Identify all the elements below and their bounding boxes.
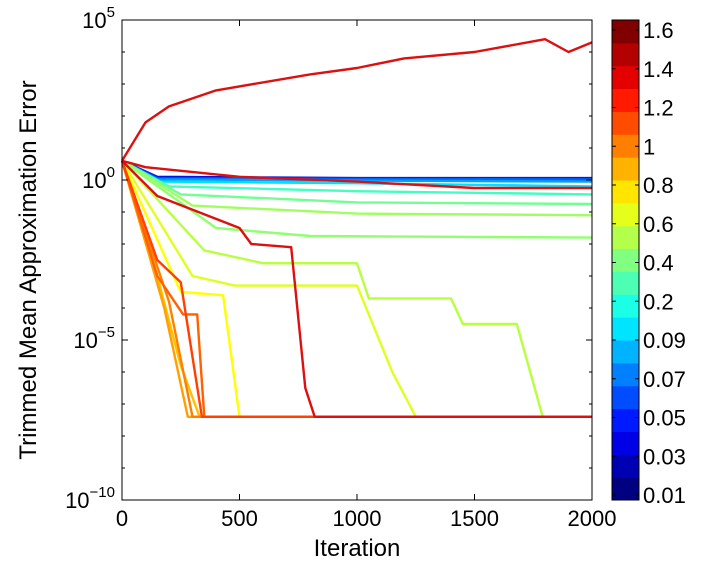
colorbar-band (612, 340, 639, 364)
series-line-12 (120, 160, 592, 418)
x-tick-label: 1500 (450, 506, 499, 531)
colorbar-tick-label: 0.03 (643, 444, 686, 469)
colorbar-band (612, 317, 639, 341)
series-line-2 (121, 159, 592, 180)
x-tick-label: 500 (221, 506, 258, 531)
y-axis-label: Trimmed Mean Approximation Error (15, 80, 42, 459)
y-tick-label: 10−5 (73, 324, 115, 353)
series-line-18 (121, 159, 592, 418)
colorbar-tick-label: 0.8 (643, 173, 674, 198)
colorbar-frame (611, 19, 640, 501)
colorbar-band (612, 20, 639, 44)
colorbar-tick-label: 1.2 (643, 96, 674, 121)
colorbar-band (612, 408, 639, 432)
series-line-19 (121, 159, 592, 190)
x-tick-label: 2000 (568, 506, 617, 531)
colorbar-tick-label: 1.4 (643, 57, 674, 82)
x-axis: 0 500 1000 1500 2000 (116, 20, 617, 531)
y-tick-label: 105 (82, 4, 115, 33)
colorbar-band (612, 248, 639, 272)
colorbar-tick-label: 0.09 (643, 328, 686, 353)
series-line-16 (120, 160, 592, 418)
series-line-13 (120, 160, 592, 418)
colorbar-band (612, 202, 639, 227)
series-line-20 (120, 38, 593, 162)
series-line-9 (121, 159, 593, 239)
series-line-15 (120, 160, 592, 418)
colorbar-band (612, 225, 639, 250)
colorbar: 0.01 0.03 0.05 0.07 0.09 0.2 0.4 0.6 0.8 1 1.2 1.4 1… (611, 18, 686, 508)
series-lines (120, 38, 593, 418)
colorbar-band (612, 477, 639, 501)
x-tick-label: 1000 (333, 506, 382, 531)
series-line-1 (121, 159, 592, 180)
colorbar-band (612, 157, 639, 181)
colorbar-band (612, 385, 639, 410)
colorbar-tick-label: 0.2 (643, 289, 674, 314)
colorbar-tick-label: 0.05 (643, 406, 686, 431)
colorbar-tick-label: 0.6 (643, 212, 674, 237)
series-line-8 (121, 159, 593, 217)
x-axis-label: Iteration (314, 535, 401, 562)
colorbar-tick-label: 0.4 (643, 251, 674, 276)
series-line-10 (121, 159, 592, 418)
colorbar-band (612, 65, 639, 90)
colorbar-band (612, 134, 639, 158)
y-tick-label: 100 (82, 164, 115, 193)
colorbar-band (612, 294, 639, 318)
colorbar-band (612, 42, 639, 67)
colorbar-band (612, 454, 639, 478)
y-axis: 105 100 10−5 10−10 (65, 4, 592, 513)
series-line-11 (120, 160, 592, 418)
colorbar-tick-label: 1.6 (643, 18, 674, 43)
colorbar-tick-label: 0.01 (643, 483, 686, 508)
colorbar-tick-label: 1 (643, 134, 655, 159)
plot-frame (121, 19, 593, 501)
colorbar-band (612, 88, 639, 112)
colorbar-band (612, 180, 639, 204)
colorbar-band (612, 362, 639, 387)
colorbar-band (612, 431, 639, 455)
colorbar-band (612, 111, 639, 135)
y-tick-label: 10−10 (65, 484, 115, 513)
colorbar-band (612, 271, 639, 295)
series-line-17 (120, 160, 592, 418)
series-line-7 (121, 159, 593, 206)
x-tick-label: 0 (116, 506, 128, 531)
colorbar-tick-label: 0.07 (643, 367, 686, 392)
series-line-14 (120, 160, 592, 418)
